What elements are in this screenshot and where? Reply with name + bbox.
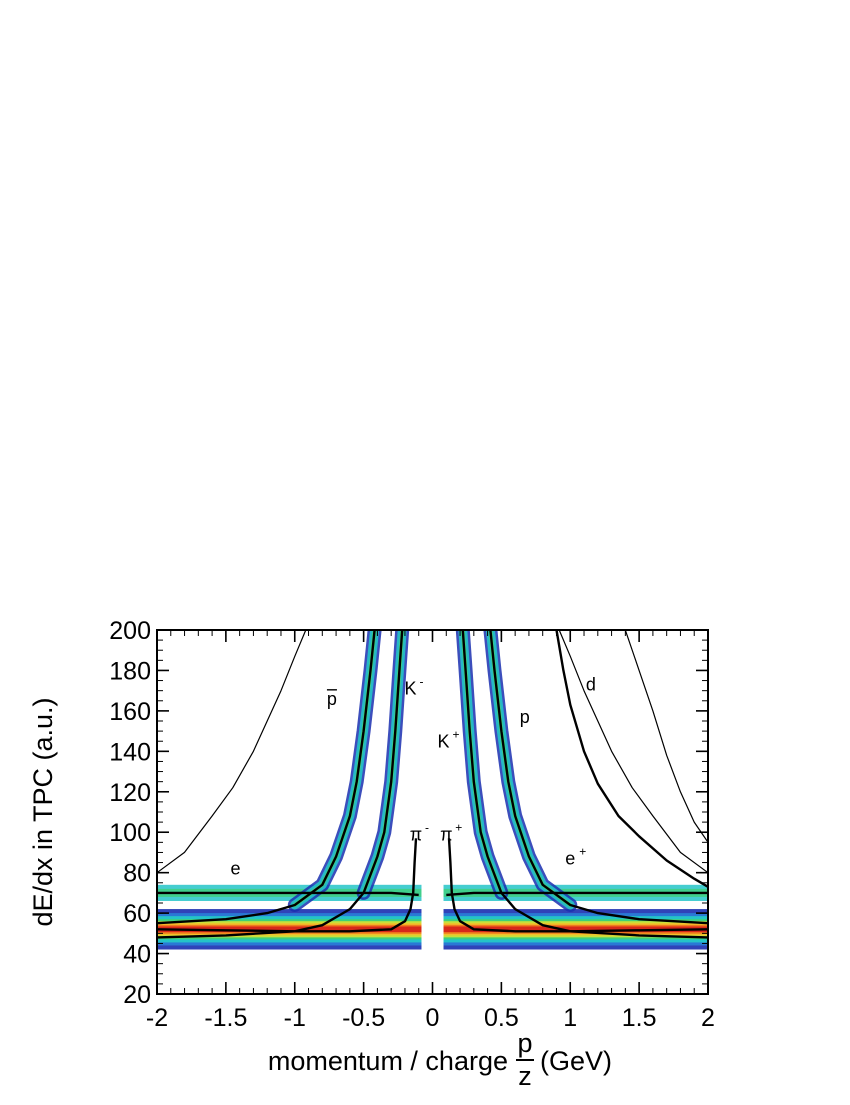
- heatmap-density: [157, 630, 708, 994]
- x-tick-label: 0.5: [484, 1004, 519, 1032]
- curve-label-5: K: [438, 731, 450, 751]
- curve-unlabelled-10: [446, 891, 708, 897]
- curve-label-sup-5: +: [453, 727, 460, 741]
- x-tick-label: 1.5: [622, 1004, 657, 1032]
- x-tick-label: 0: [426, 1004, 440, 1032]
- curve-label-sup-1: +: [579, 845, 586, 859]
- curve-d-6: [555, 630, 708, 888]
- x-axis-title: momentum / charge p z (GeV): [268, 1028, 612, 1091]
- x-tick-label: -1: [284, 1004, 306, 1032]
- y-tick-label: 160: [109, 698, 151, 726]
- x-axis-fraction-num: p: [517, 1028, 532, 1058]
- low-momentum-gap: [421, 630, 444, 994]
- curve-label-sup-8: +: [455, 820, 462, 834]
- y-tick-label: 100: [109, 819, 151, 847]
- curve-labels: ee +ppK -K +dπ - π +: [231, 675, 596, 879]
- curve-e-0: [157, 630, 307, 874]
- curve-p-3: [489, 630, 708, 925]
- curve-unlabelled-11: [624, 630, 708, 843]
- y-tick-label: 20: [123, 981, 151, 1009]
- curve-label-4: K: [404, 679, 416, 699]
- y-tick-label: 40: [123, 941, 151, 969]
- y-tick-label: 180: [109, 657, 151, 685]
- x-tick-label: -0.5: [342, 1004, 385, 1032]
- x-tick-label: -1.5: [204, 1004, 247, 1032]
- axis-ticks: -2 -1.5 -1 -0.5 0 0.5 1 1.5 2 20 40 60 80 100 120 140 16…: [109, 617, 715, 1032]
- y-tick-label: 200: [109, 617, 151, 645]
- curve-label-8: π: [440, 824, 452, 844]
- y-tick-label: 80: [123, 860, 151, 888]
- x-axis-unit: (GeV): [540, 1046, 612, 1076]
- curve-unlabelled-9: [157, 891, 419, 897]
- curve-π+-8: [447, 838, 708, 933]
- curve-label-0: e: [231, 859, 241, 879]
- x-axis-fraction-den: z: [518, 1061, 532, 1091]
- curve-label-sup-7: -: [425, 820, 429, 834]
- curve-label-sup-4: -: [419, 675, 423, 689]
- curve-label-2: p: [327, 689, 337, 709]
- bethe-bloch-curves: [157, 630, 708, 939]
- heatmap-cells: [157, 630, 708, 994]
- curve-p-2: [157, 630, 376, 925]
- y-tick-label: 60: [123, 900, 151, 928]
- x-axis-title-text: momentum / charge: [268, 1046, 508, 1076]
- curve-label-3: p: [520, 707, 530, 727]
- y-axis-title: dE/dx in TPC (a.u.): [28, 697, 58, 926]
- curve-label-6: d: [586, 675, 596, 695]
- x-tick-label: 1: [563, 1004, 577, 1032]
- curve-π--7: [157, 838, 418, 933]
- x-tick-label: -2: [146, 1004, 168, 1032]
- y-tick-label: 140: [109, 738, 151, 766]
- y-tick-label: 120: [109, 779, 151, 807]
- curve-label-7: π: [410, 824, 422, 844]
- x-tick-label: 2: [701, 1004, 715, 1032]
- curve-label-1: e: [565, 849, 575, 869]
- curve-group: [157, 630, 708, 939]
- curve-e+-1: [558, 630, 708, 874]
